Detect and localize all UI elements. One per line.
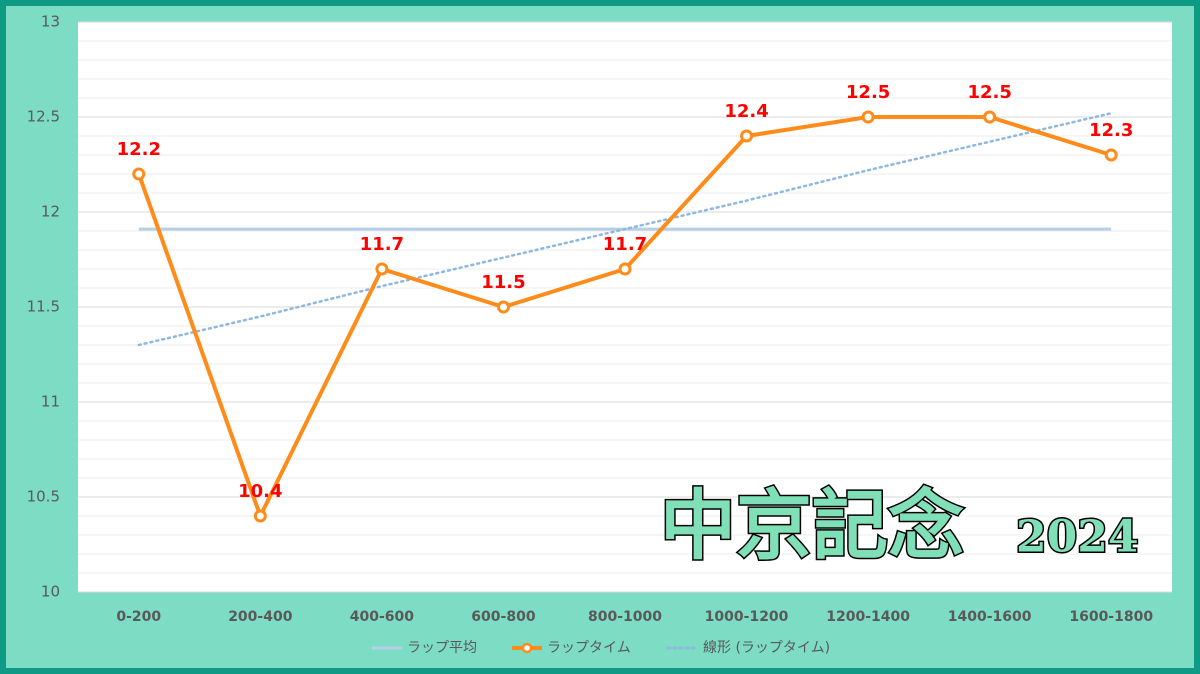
legend-label: ラップタイム <box>547 640 631 656</box>
y-tick-label: 13 <box>41 13 60 31</box>
y-tick-label: 10.5 <box>27 488 60 506</box>
y-tick-label: 11 <box>41 393 60 411</box>
x-tick-label: 1600-1800 <box>1069 609 1153 625</box>
data-label: 11.5 <box>481 272 525 293</box>
annotation: 中京記念 <box>660 481 964 570</box>
x-tick-label: 800-1000 <box>588 609 662 625</box>
annotation: 2024 <box>1016 512 1138 563</box>
x-tick-label: 1000-1200 <box>705 609 789 625</box>
data-label: 12.5 <box>846 82 890 103</box>
series-line <box>137 111 1113 347</box>
legend-label: ラップ平均 <box>407 640 477 656</box>
point-marker <box>375 262 389 276</box>
data-label: 12.4 <box>724 101 768 122</box>
point-marker <box>253 509 267 523</box>
point-marker <box>496 300 510 314</box>
point-marker <box>861 110 875 124</box>
legend-marker <box>521 642 533 654</box>
x-tick-label: 600-800 <box>471 609 536 625</box>
x-tick-label: 400-600 <box>350 609 415 625</box>
x-tick-label: 200-400 <box>228 609 293 625</box>
data-label: 12.3 <box>1089 120 1133 141</box>
point-marker <box>1104 148 1118 162</box>
legend-label: 線形 (ラップタイム) <box>703 640 830 656</box>
point-marker <box>983 110 997 124</box>
data-label: 12.2 <box>117 139 161 160</box>
data-label: 10.4 <box>238 481 282 502</box>
y-tick-label: 12.5 <box>27 108 60 126</box>
y-tick-label: 10 <box>41 583 60 601</box>
point-marker <box>618 262 632 276</box>
data-label: 11.7 <box>360 234 404 255</box>
data-label: 12.5 <box>967 82 1011 103</box>
x-tick-label: 1200-1400 <box>826 609 910 625</box>
point-marker <box>740 129 754 143</box>
x-tick-label: 1400-1600 <box>948 609 1032 625</box>
point-marker <box>132 167 146 181</box>
x-tick-label: 0-200 <box>116 609 161 625</box>
data-label: 11.7 <box>603 234 647 255</box>
y-tick-label: 11.5 <box>27 298 60 316</box>
y-tick-label: 12 <box>41 203 60 221</box>
